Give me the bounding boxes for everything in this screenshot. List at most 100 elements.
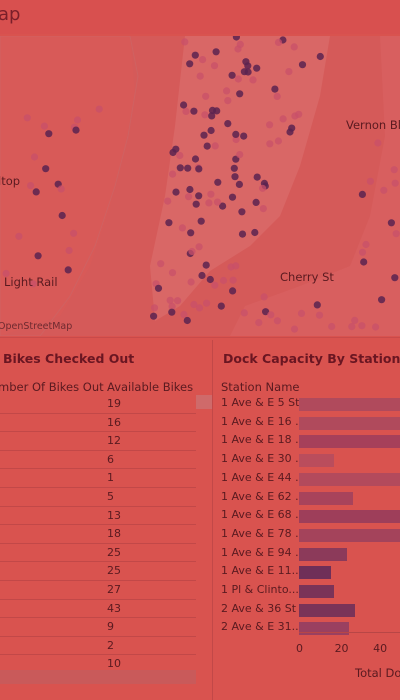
station-dot[interactable] (213, 107, 221, 115)
dock-capacity-bar[interactable] (299, 585, 335, 598)
station-dot[interactable] (236, 40, 244, 48)
station-dot[interactable] (180, 310, 188, 319)
station-dot[interactable] (199, 56, 207, 64)
station-label[interactable]: 1 Pl & Clinto... (221, 583, 299, 596)
station-dot[interactable] (313, 301, 321, 309)
station-dot[interactable] (238, 230, 247, 238)
station-dot[interactable] (186, 185, 194, 194)
station-dot[interactable] (172, 188, 180, 196)
dock-capacity-bar[interactable] (299, 603, 355, 617)
table-row[interactable]: 9 (0, 618, 196, 637)
station-dot[interactable] (236, 151, 244, 159)
dock-capacity-bar[interactable] (299, 454, 335, 468)
station-dot[interactable] (65, 246, 73, 255)
station-dot[interactable] (380, 186, 388, 194)
station-dot[interactable] (252, 198, 260, 206)
station-dot[interactable] (273, 92, 281, 100)
station-dot[interactable] (273, 317, 281, 325)
station-label[interactable]: 1 Ave & E 16 ... (221, 414, 306, 428)
col-header-available[interactable]: Available Bikes (107, 380, 194, 394)
station-dot[interactable] (229, 276, 237, 284)
station-dot[interactable] (362, 240, 370, 249)
station-label[interactable]: 1 Ave & E 5 St (221, 396, 300, 409)
station-dot[interactable] (217, 302, 225, 310)
station-dot[interactable] (259, 184, 267, 192)
table-row[interactable]: 18 (0, 525, 196, 544)
table-row[interactable]: 12 (0, 432, 196, 451)
station-dot[interactable] (192, 200, 200, 208)
dock-capacity-bar[interactable] (299, 622, 350, 636)
map-canvas[interactable] (0, 36, 400, 336)
station-dot[interactable] (253, 64, 261, 72)
station-dot[interactable] (366, 177, 374, 185)
station-dot[interactable] (195, 304, 204, 312)
station-dot[interactable] (211, 281, 219, 289)
station-dot[interactable] (42, 165, 50, 173)
station-dot[interactable] (190, 300, 198, 309)
station-label[interactable]: 1 Ave & E 68 ... (221, 508, 306, 522)
dock-capacity-bar[interactable] (299, 398, 400, 411)
station-dot[interactable] (240, 309, 248, 317)
station-dot[interactable] (195, 165, 203, 173)
station-dot[interactable] (188, 247, 196, 256)
station-dot[interactable] (15, 232, 23, 240)
station-dot[interactable] (208, 112, 216, 120)
station-dot[interactable] (211, 142, 219, 150)
station-dot[interactable] (240, 132, 248, 140)
station-dot[interactable] (267, 311, 275, 319)
station-dot[interactable] (165, 219, 173, 227)
station-dot[interactable] (290, 325, 299, 333)
station-dot[interactable] (374, 139, 382, 147)
station-dot[interactable] (206, 275, 214, 284)
station-dot[interactable] (64, 266, 72, 274)
station-dot[interactable] (40, 122, 49, 130)
station-dot[interactable] (196, 72, 204, 80)
dock-capacity-bar[interactable] (299, 528, 400, 542)
station-dot[interactable] (201, 111, 209, 119)
station-dot[interactable] (23, 114, 31, 122)
station-dot[interactable] (150, 312, 158, 320)
station-dot[interactable] (228, 71, 236, 79)
station-dot[interactable] (166, 296, 174, 304)
station-dot[interactable] (181, 38, 189, 46)
station-dot[interactable] (253, 173, 261, 181)
station-dot[interactable] (285, 68, 293, 76)
station-dot[interactable] (236, 90, 244, 98)
station-dot[interactable] (298, 61, 307, 69)
station-dot[interactable] (297, 309, 306, 317)
station-dot[interactable] (232, 135, 240, 144)
station-dot[interactable] (191, 51, 199, 59)
station-dot[interactable] (183, 316, 191, 325)
station-dot[interactable] (378, 296, 386, 304)
station-dot[interactable] (260, 293, 268, 301)
station-dot[interactable] (198, 271, 206, 280)
station-dot[interactable] (251, 228, 259, 237)
station-dot[interactable] (45, 130, 53, 138)
station-dot[interactable] (223, 87, 231, 95)
station-dot[interactable] (259, 205, 267, 213)
station-dot[interactable] (372, 323, 380, 331)
station-dot[interactable] (29, 280, 37, 288)
station-dot[interactable] (213, 198, 222, 206)
station-dot[interactable] (224, 97, 232, 105)
station-dot[interactable] (290, 43, 298, 51)
station-dot[interactable] (271, 85, 279, 93)
station-dot[interactable] (2, 269, 10, 278)
station-dot[interactable] (255, 319, 263, 327)
station-dot[interactable] (187, 229, 195, 237)
station-dot[interactable] (176, 151, 184, 160)
table-row[interactable]: 43 (0, 600, 196, 619)
col-header-bikes-out[interactable]: mber Of Bikes Out (0, 380, 104, 394)
station-dot[interactable] (186, 60, 194, 68)
station-dot[interactable] (274, 38, 283, 46)
table-row[interactable]: 2 (0, 637, 196, 656)
station-dot[interactable] (232, 36, 240, 41)
station-dot[interactable] (328, 322, 336, 331)
station-label[interactable]: 1 Ave & E 18 ... (221, 433, 306, 447)
dock-capacity-bar[interactable] (299, 435, 400, 449)
station-dot[interactable] (169, 148, 177, 157)
station-dot[interactable] (387, 219, 395, 227)
station-dot[interactable] (288, 124, 296, 132)
station-dot[interactable] (178, 224, 186, 232)
station-dot[interactable] (266, 140, 274, 148)
